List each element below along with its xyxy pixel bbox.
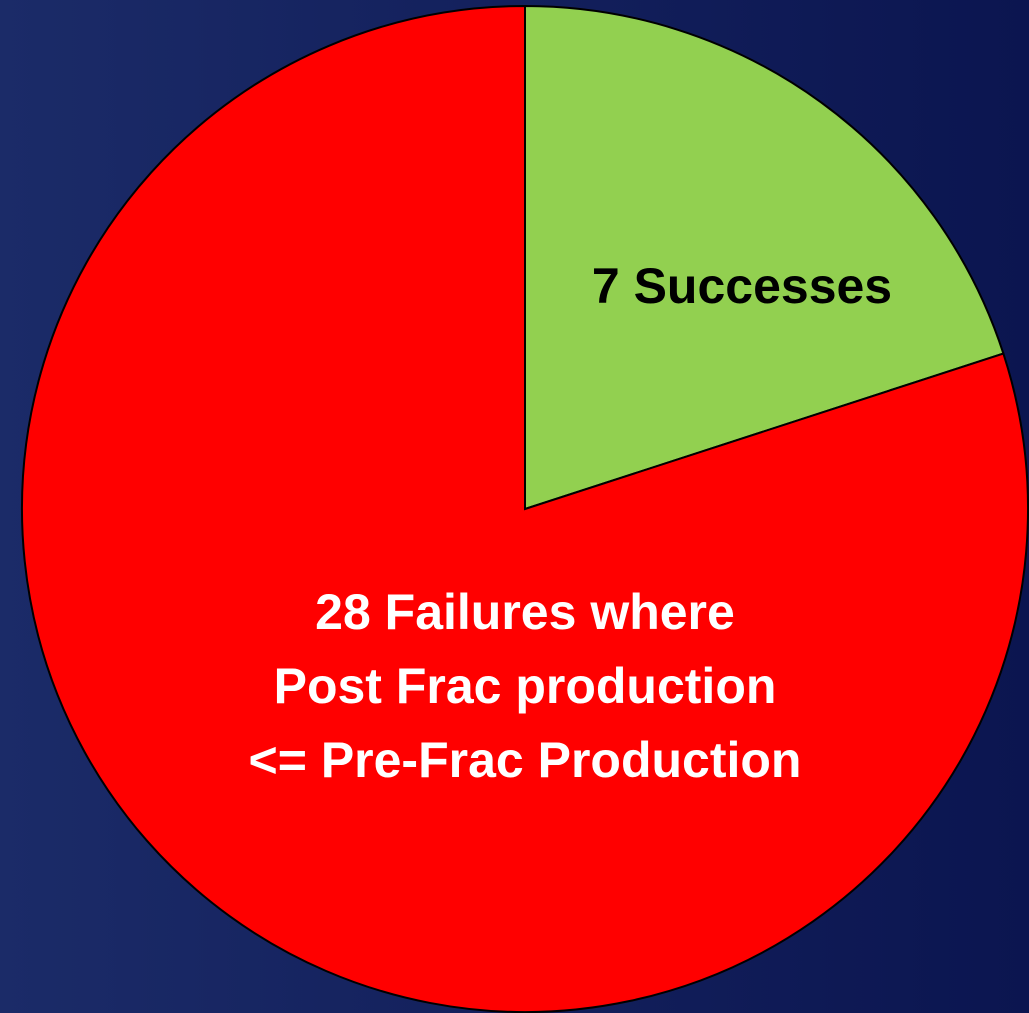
slice-label: 7 Successes	[592, 258, 892, 314]
slice-label: Post Frac production	[274, 658, 777, 714]
slice-label: <= Pre-Frac Production	[249, 732, 802, 788]
pie-slice	[21, 4, 1029, 1013]
pie-slice	[524, 4, 1005, 511]
slice-label: 28 Failures where	[315, 584, 735, 640]
